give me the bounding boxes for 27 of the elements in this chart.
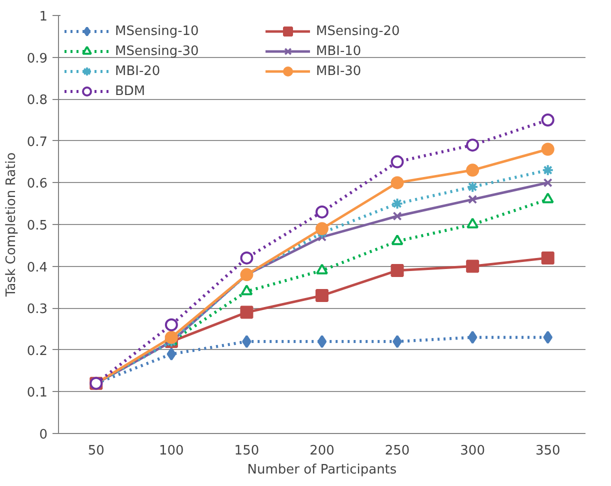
y-tick-label: 0.1 — [26, 386, 48, 401]
legend-label: MBI-30 — [316, 64, 362, 78]
y-tick-label: 0.4 — [26, 260, 48, 276]
x-tick-label: 350 — [535, 444, 560, 458]
legend-label: MBI-20 — [115, 64, 162, 78]
x-axis-title: Number of Participants — [247, 462, 397, 478]
y-tick-label: 0.6 — [26, 176, 48, 192]
y-tick-label: 0 — [39, 428, 48, 442]
y-axis-title: Task Completion Ratio — [4, 152, 19, 298]
legend-label: MBI-10 — [316, 44, 362, 58]
y-tick-label: 0.3 — [26, 302, 48, 318]
x-tick-label: 50 — [88, 444, 104, 458]
x-tick-label: 150 — [234, 444, 260, 458]
y-tick-label: 0.2 — [26, 344, 48, 359]
x-tick-label: 200 — [310, 444, 334, 458]
y-tick-label: 0.7 — [26, 134, 48, 150]
y-tick-label: 1 — [39, 10, 48, 24]
legend-label: MSensing-10 — [115, 24, 200, 38]
x-tick-label: 100 — [159, 444, 184, 458]
y-tick-label: 0.5 — [26, 218, 48, 234]
x-tick-label: 250 — [384, 444, 410, 458]
legend-label: MSensing-20 — [316, 24, 401, 38]
x-tick-label: 300 — [460, 444, 485, 458]
legend-label: MSensing-30 — [115, 44, 200, 58]
legend-label: BDM — [115, 84, 146, 98]
y-tick-label: 0.8 — [26, 93, 48, 108]
y-tick-label: 0.9 — [26, 51, 48, 66]
